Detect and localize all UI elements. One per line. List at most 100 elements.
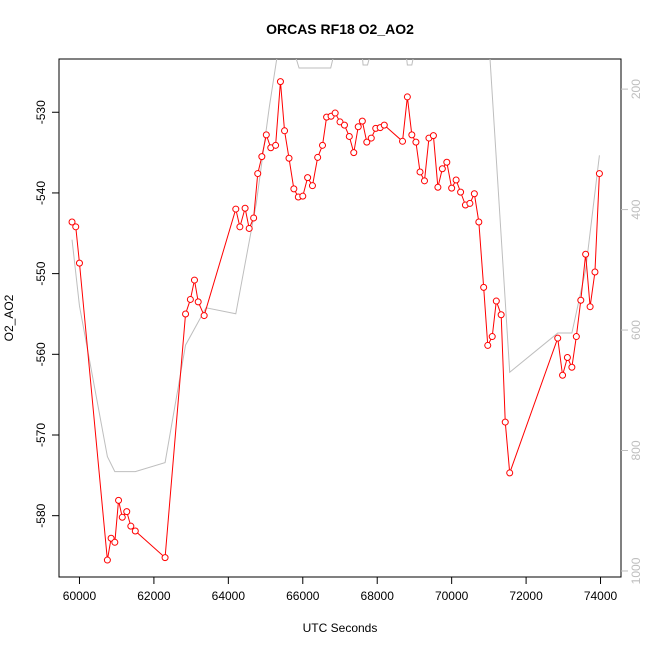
data-point [577, 296, 585, 304]
y-axis-label: O2_AO2 [2, 294, 16, 341]
data-point [408, 131, 416, 139]
data-point [103, 556, 111, 564]
data-point [127, 522, 135, 530]
series-line-secondary [71, 59, 600, 473]
data-point [591, 268, 599, 276]
data-point [568, 363, 576, 371]
y-tick-label: -530 [34, 100, 48, 124]
data-point [420, 177, 428, 185]
y-tick-label: -540 [34, 181, 48, 205]
data-point [399, 137, 407, 145]
data-point [254, 170, 262, 178]
data-point [554, 334, 562, 342]
y2-tick-label: 800 [629, 440, 643, 460]
y2-tick-label: 200 [629, 79, 643, 99]
data-point [258, 153, 266, 161]
data-point [232, 205, 240, 213]
data-point [563, 354, 571, 362]
y2-tick-label: 600 [629, 320, 643, 340]
data-point [448, 184, 456, 192]
data-point [314, 153, 322, 161]
data-point [475, 218, 483, 226]
data-point [582, 250, 590, 258]
data-point [186, 295, 194, 303]
x-tick-label: 74000 [584, 589, 618, 603]
data-point [118, 513, 126, 521]
data-point [354, 123, 362, 131]
data-point [299, 192, 307, 200]
data-point [572, 333, 580, 341]
data-point [262, 131, 270, 139]
x-axis: 60000 62000 64000 66000 68000 70000 72000 74000 [63, 577, 618, 603]
x-tick-label: 66000 [286, 589, 320, 603]
data-point [403, 93, 411, 101]
data-point [367, 134, 375, 142]
data-point [492, 297, 500, 305]
plot-frame [58, 58, 622, 578]
data-point [380, 121, 388, 129]
x-tick-label: 72000 [509, 589, 543, 603]
x-tick-label: 60000 [63, 589, 97, 603]
data-point [281, 127, 289, 135]
data-point [182, 310, 190, 318]
y-tick-label: -570 [34, 423, 48, 447]
data-point [272, 141, 280, 149]
data-point [457, 188, 465, 196]
data-point [501, 418, 509, 426]
data-point [276, 78, 284, 86]
data-point [115, 496, 123, 504]
y2-tick-label: 1000 [629, 557, 643, 584]
data-point [416, 168, 424, 176]
data-point [345, 132, 353, 140]
data-point [68, 218, 76, 226]
data-point [497, 311, 505, 319]
y-axis-right: 200 400 600 800 1000 [621, 79, 643, 584]
x-tick-label: 62000 [137, 589, 171, 603]
data-point [304, 174, 312, 182]
data-point [363, 138, 371, 146]
data-point [488, 333, 496, 341]
y-tick-label: -560 [34, 342, 48, 366]
data-point [429, 132, 437, 140]
data-point [111, 538, 119, 546]
data-point [250, 214, 258, 222]
data-point [466, 199, 474, 207]
y-tick-label: -580 [34, 503, 48, 527]
y2-tick-label: 400 [629, 199, 643, 219]
data-point [506, 469, 514, 477]
data-point [236, 223, 244, 231]
x-axis-label: UTC Seconds [303, 621, 378, 635]
data-point [245, 224, 253, 232]
data-point [412, 138, 420, 146]
data-point [358, 117, 366, 125]
y-tick-label: -550 [34, 261, 48, 285]
data-point [290, 185, 298, 193]
data-point [75, 259, 83, 267]
chart-title: ORCAS RF18 O2_AO2 [266, 21, 414, 37]
data-point [131, 527, 139, 535]
data-point [586, 303, 594, 311]
data-point [241, 204, 249, 212]
data-point [434, 183, 442, 191]
data-point [340, 121, 348, 129]
data-point [559, 371, 567, 379]
data-point [190, 276, 198, 284]
data-point [350, 149, 358, 157]
data-point [470, 190, 478, 198]
data-point [484, 341, 492, 349]
series-layer [68, 59, 603, 564]
data-point [319, 141, 327, 149]
x-tick-label: 68000 [361, 589, 395, 603]
data-point [452, 176, 460, 184]
data-point [72, 223, 80, 231]
data-point [161, 554, 169, 562]
data-point [123, 508, 131, 516]
y-axis: -530 -540 -550 -560 -570 -580 [34, 100, 59, 528]
x-tick-label: 70000 [435, 589, 469, 603]
series-line [71, 81, 600, 561]
data-point [331, 109, 339, 117]
data-point [443, 158, 451, 166]
data-point [480, 283, 488, 291]
data-point [308, 182, 316, 190]
